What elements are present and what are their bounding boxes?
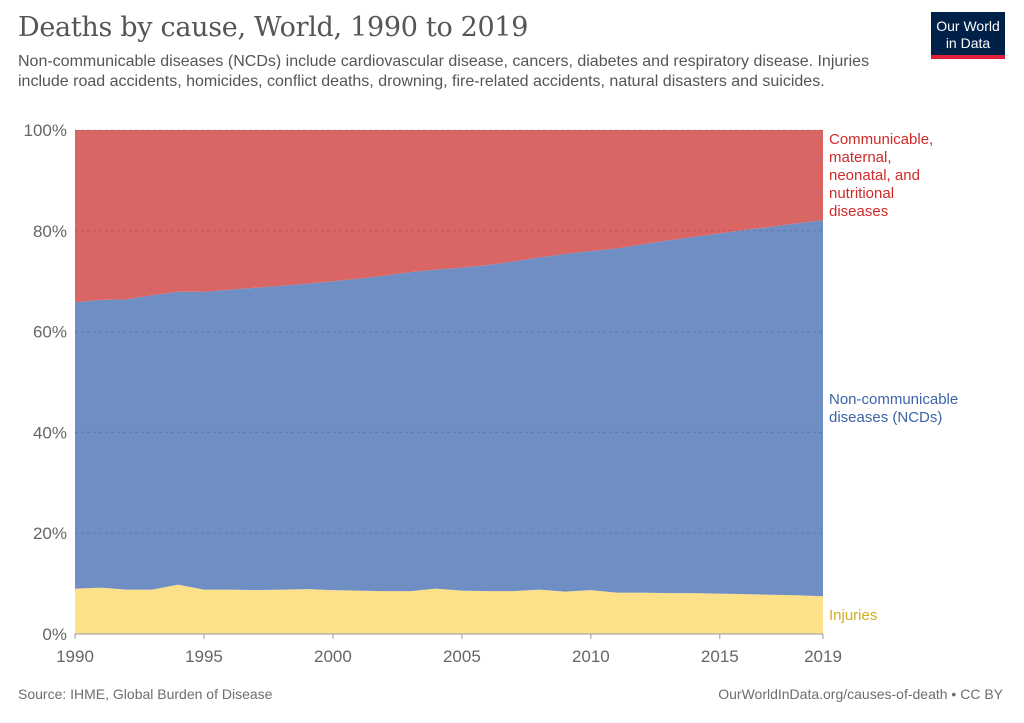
series-label-line: Injuries xyxy=(829,607,877,624)
source-note[interactable]: Source: IHME, Global Burden of Disease xyxy=(18,686,273,702)
chart-subtitle: Non-communicable diseases (NCDs) include… xyxy=(18,53,870,90)
logo-accent-bar xyxy=(931,55,1005,59)
credit-link[interactable]: OurWorldInData.org/causes-of-death • CC … xyxy=(718,686,1003,702)
series-label-line: neonatal, and xyxy=(829,167,920,184)
logo-line-1: Our World xyxy=(936,18,1000,34)
y-tick-label: 100% xyxy=(24,121,67,140)
series-label-line: Communicable, xyxy=(829,131,933,148)
y-tick-label: 40% xyxy=(33,423,67,442)
y-tick-label: 20% xyxy=(33,524,67,543)
series-label-non-communicable-diseases-ncds: Non-communicable diseases (NCDs) xyxy=(829,391,958,426)
owid-logo[interactable]: Our World in Data xyxy=(931,12,1005,59)
x-tick-label: 2000 xyxy=(314,647,352,666)
area-non-communicable-diseases-ncds[interactable] xyxy=(75,220,823,597)
y-tick-label: 80% xyxy=(33,222,67,241)
series-label-line: maternal, xyxy=(829,149,892,166)
series-label-line: diseases xyxy=(829,203,888,220)
area-injuries[interactable] xyxy=(75,584,823,634)
series-label-injuries: Injuries xyxy=(829,607,877,624)
x-tick-label: 2019 xyxy=(804,647,842,666)
area-communicable-maternal-neonatal-and-nutritional-diseases[interactable] xyxy=(75,130,823,303)
x-tick-label: 2010 xyxy=(572,647,610,666)
series-labels: Injuries Non-communicable diseases (NCDs) C… xyxy=(829,131,958,624)
series-label-line: diseases (NCDs) xyxy=(829,409,942,426)
logo-line-2: in Data xyxy=(945,35,991,51)
y-axis: 0% 20% 40% 60% 80% 100% xyxy=(24,121,67,644)
x-tick-label: 1995 xyxy=(185,647,223,666)
x-axis: 1990 1995 2000 2005 2010 2015 2019 xyxy=(56,633,842,666)
y-tick-label: 60% xyxy=(33,323,67,342)
x-tick-label: 2005 xyxy=(443,647,481,666)
x-tick-label: 2015 xyxy=(701,647,739,666)
series-label-line: Non-communicable xyxy=(829,391,958,408)
chart-title: Deaths by cause, World, 1990 to 2019 xyxy=(18,12,529,43)
x-tick-label: 1990 xyxy=(56,647,94,666)
area-series-group xyxy=(75,130,823,634)
y-tick-label: 0% xyxy=(42,625,67,644)
series-label-communicable-maternal-neonatal-and-nutritional-diseases: Communicable, maternal, neonatal, and nutri… xyxy=(829,131,933,220)
gridlines xyxy=(75,129,823,534)
series-label-line: nutritional xyxy=(829,185,894,202)
